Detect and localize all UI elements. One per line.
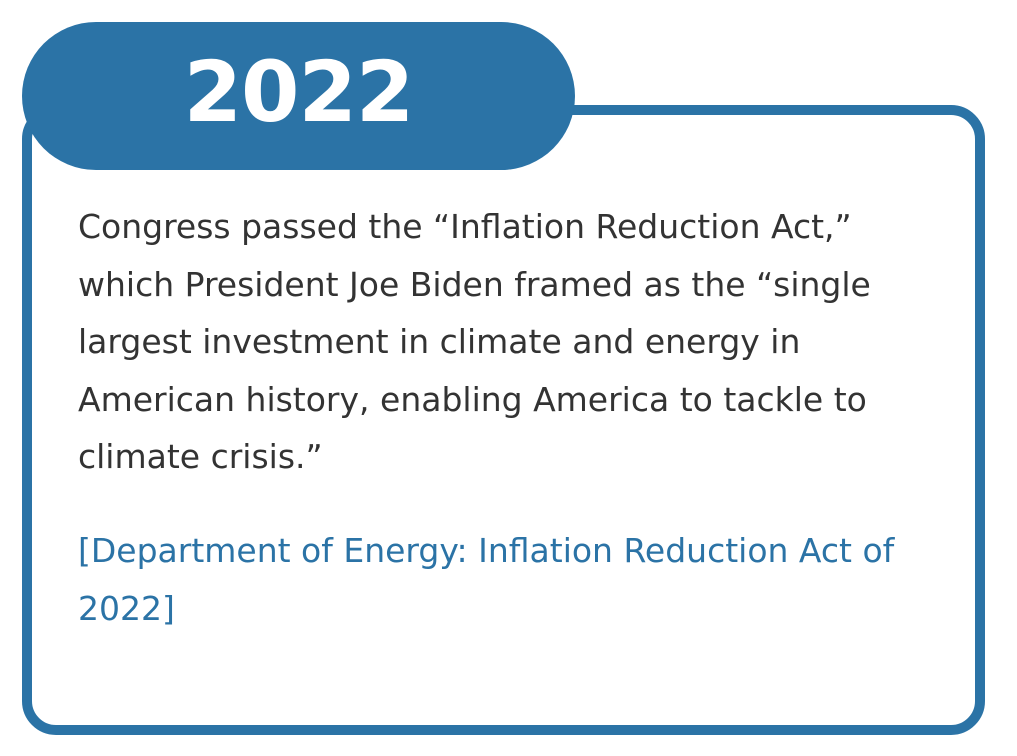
year: 2022	[183, 43, 415, 141]
year-badge	[22, 22, 575, 170]
citation-link[interactable]: [Department of Energy: Inflation Reducti…	[78, 531, 895, 628]
body-text: Congress passed the “Inflation Reduction…	[78, 207, 871, 476]
